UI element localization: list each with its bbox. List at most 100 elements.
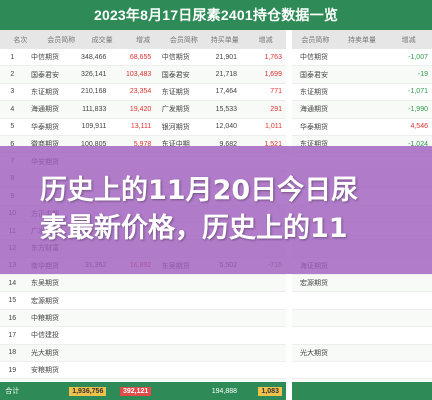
table-row: 17 中信建投 [0,327,286,345]
table-cell: 中粮期货 [31,315,59,323]
table-cell: 103,483 [125,71,152,79]
table-row: 1 中信期货 348,466 68,655 中信期货 21,901 1,763 [0,49,286,67]
table-cell: 21,718 [215,71,238,79]
table-row [292,309,432,328]
table-cell: 海通期货 [31,106,59,114]
column-header: 增减 [136,36,150,44]
table-cell: 4,546 [410,123,428,131]
column-header: 增减 [401,36,416,44]
table-row: 15 宏源期货 [0,292,286,310]
table-cell: 3 [10,88,15,96]
table-cell: 5,978 [133,140,152,148]
column-header: 名次 [13,36,28,44]
table-cell: 中信期货 [161,54,190,62]
table-cell: 2 [10,71,15,79]
table-cell: 华泰期货 [31,123,59,131]
table-cell: 1,521 [264,140,282,148]
table-cell: 中信期货 [31,54,59,62]
table-cell: 1,763 [264,53,282,61]
left-total-row: 合计 1,936,756 392,121 194,888 1,083 [0,382,286,400]
table-row [292,327,432,345]
table-row [292,362,432,380]
table-cell: 1,699 [264,71,282,79]
total-long-change: 1,083 [241,386,286,396]
column-header: 持卖单量 [348,36,376,44]
table-cell: 12,040 [215,123,238,131]
table-cell: 771 [270,88,282,96]
table-cell: 14 [8,279,17,287]
table-row: 16 中粮期货 [0,309,286,328]
table-cell: 中信建投 [31,332,59,340]
headline-banner[interactable]: 历史上的11月20日今日尿 素最新价格，历史上的11 [0,146,432,274]
table-cell: 1,011 [264,123,282,131]
table-cell: 徽商期货 [31,141,59,149]
right-total-row [292,382,432,400]
total-volume-change: 392,121 [110,386,155,396]
table-cell: 东证中期 [161,141,190,149]
table-row: 3 东证期货 210,168 23,354 东证期货 17,464 771 [0,84,286,102]
headline-line-1: 历史上的11月20日今日尿 [40,175,359,206]
column-header: 会员简称 [169,36,198,44]
table-cell: 19 [8,366,17,374]
table-cell: 111,833 [82,105,107,113]
table-cell: 18 [8,349,17,357]
table-cell: 国泰君安 [161,71,190,79]
table-cell: 光大期货 [300,349,328,357]
column-header: 增减 [258,36,273,44]
table-row: 19 安粮期货 [0,362,286,380]
table-row: 东证期货 -1,071 [292,84,432,102]
table-cell: 东证期货 [300,88,328,96]
table-cell: -1,990 [408,105,428,113]
table-cell: 13,111 [130,123,152,131]
table-cell: 4 [10,105,15,113]
table-cell: 17 [8,331,17,339]
table-row: 中信期货 -1,007 [292,49,432,67]
table-row: 18 光大期货 [0,344,286,363]
table-row: 华泰期货 4,546 [292,119,432,136]
table-cell: 1 [10,53,15,61]
total-long: 194,888 [211,387,238,395]
total-volume: 1,936,756 [65,386,110,396]
table-cell: 华泰期货 [300,123,328,131]
table-row: 海通期货 -1,990 [292,101,432,119]
table-cell: 109,911 [81,123,107,131]
column-header: 会员简称 [301,36,330,44]
table-cell: 东吴期货 [31,280,59,288]
table-row: 宏源期货 [292,275,432,293]
page-title: 2023年8月17日尿素2401持仓数据一览 [93,7,339,23]
table-cell: 宏源期货 [300,280,328,288]
table-row [292,292,432,310]
table-cell: 6 [10,140,15,148]
table-cell: 中信期货 [300,54,328,62]
table-cell: 348,466 [81,53,107,61]
table-cell: 东证期货 [161,88,190,96]
column-header: 会员简称 [47,36,76,44]
table-cell: 15 [8,297,17,305]
table-cell: 210,168 [81,88,107,96]
table-cell: 东证期货 [31,88,59,96]
table-cell: 100,805 [81,140,107,148]
table-cell: 安粮期货 [31,367,59,375]
table-cell: 东证期货 [300,141,328,149]
table-cell: 宏源期货 [31,297,59,305]
table-cell: 光大期货 [31,349,59,357]
table-cell: 广发期货 [161,106,190,114]
table-cell: 银河期货 [161,123,190,131]
table-cell: -1,071 [408,88,428,96]
table-cell: 17,464 [215,88,238,96]
table-row: 光大期货 [292,344,432,363]
headline-line-2: 素最新价格，历史上的11 [40,213,348,244]
left-table-header: 名次 会员简称 成交量 增减 会员简称 持买单量 增减 [0,30,286,49]
table-cell: 国泰君安 [31,71,59,79]
table-cell: -1,024 [408,140,428,148]
table-row: 2 国泰君安 326,141 103,483 国泰君安 21,718 1,699 [0,66,286,84]
table-cell: 海通期货 [300,106,328,114]
table-cell: 9,682 [219,140,238,148]
total-label: 合计 [5,388,20,395]
table-row: 国泰君安 -19 [292,66,432,84]
table-cell: 68,655 [129,53,152,61]
table-cell: 16 [8,314,17,322]
table-row: 4 海通期货 111,833 19,420 广发期货 15,533 291 [0,101,286,119]
table-cell: 21,901 [215,53,238,61]
right-table-header: 会员简称 持卖单量 增减 [292,30,432,49]
